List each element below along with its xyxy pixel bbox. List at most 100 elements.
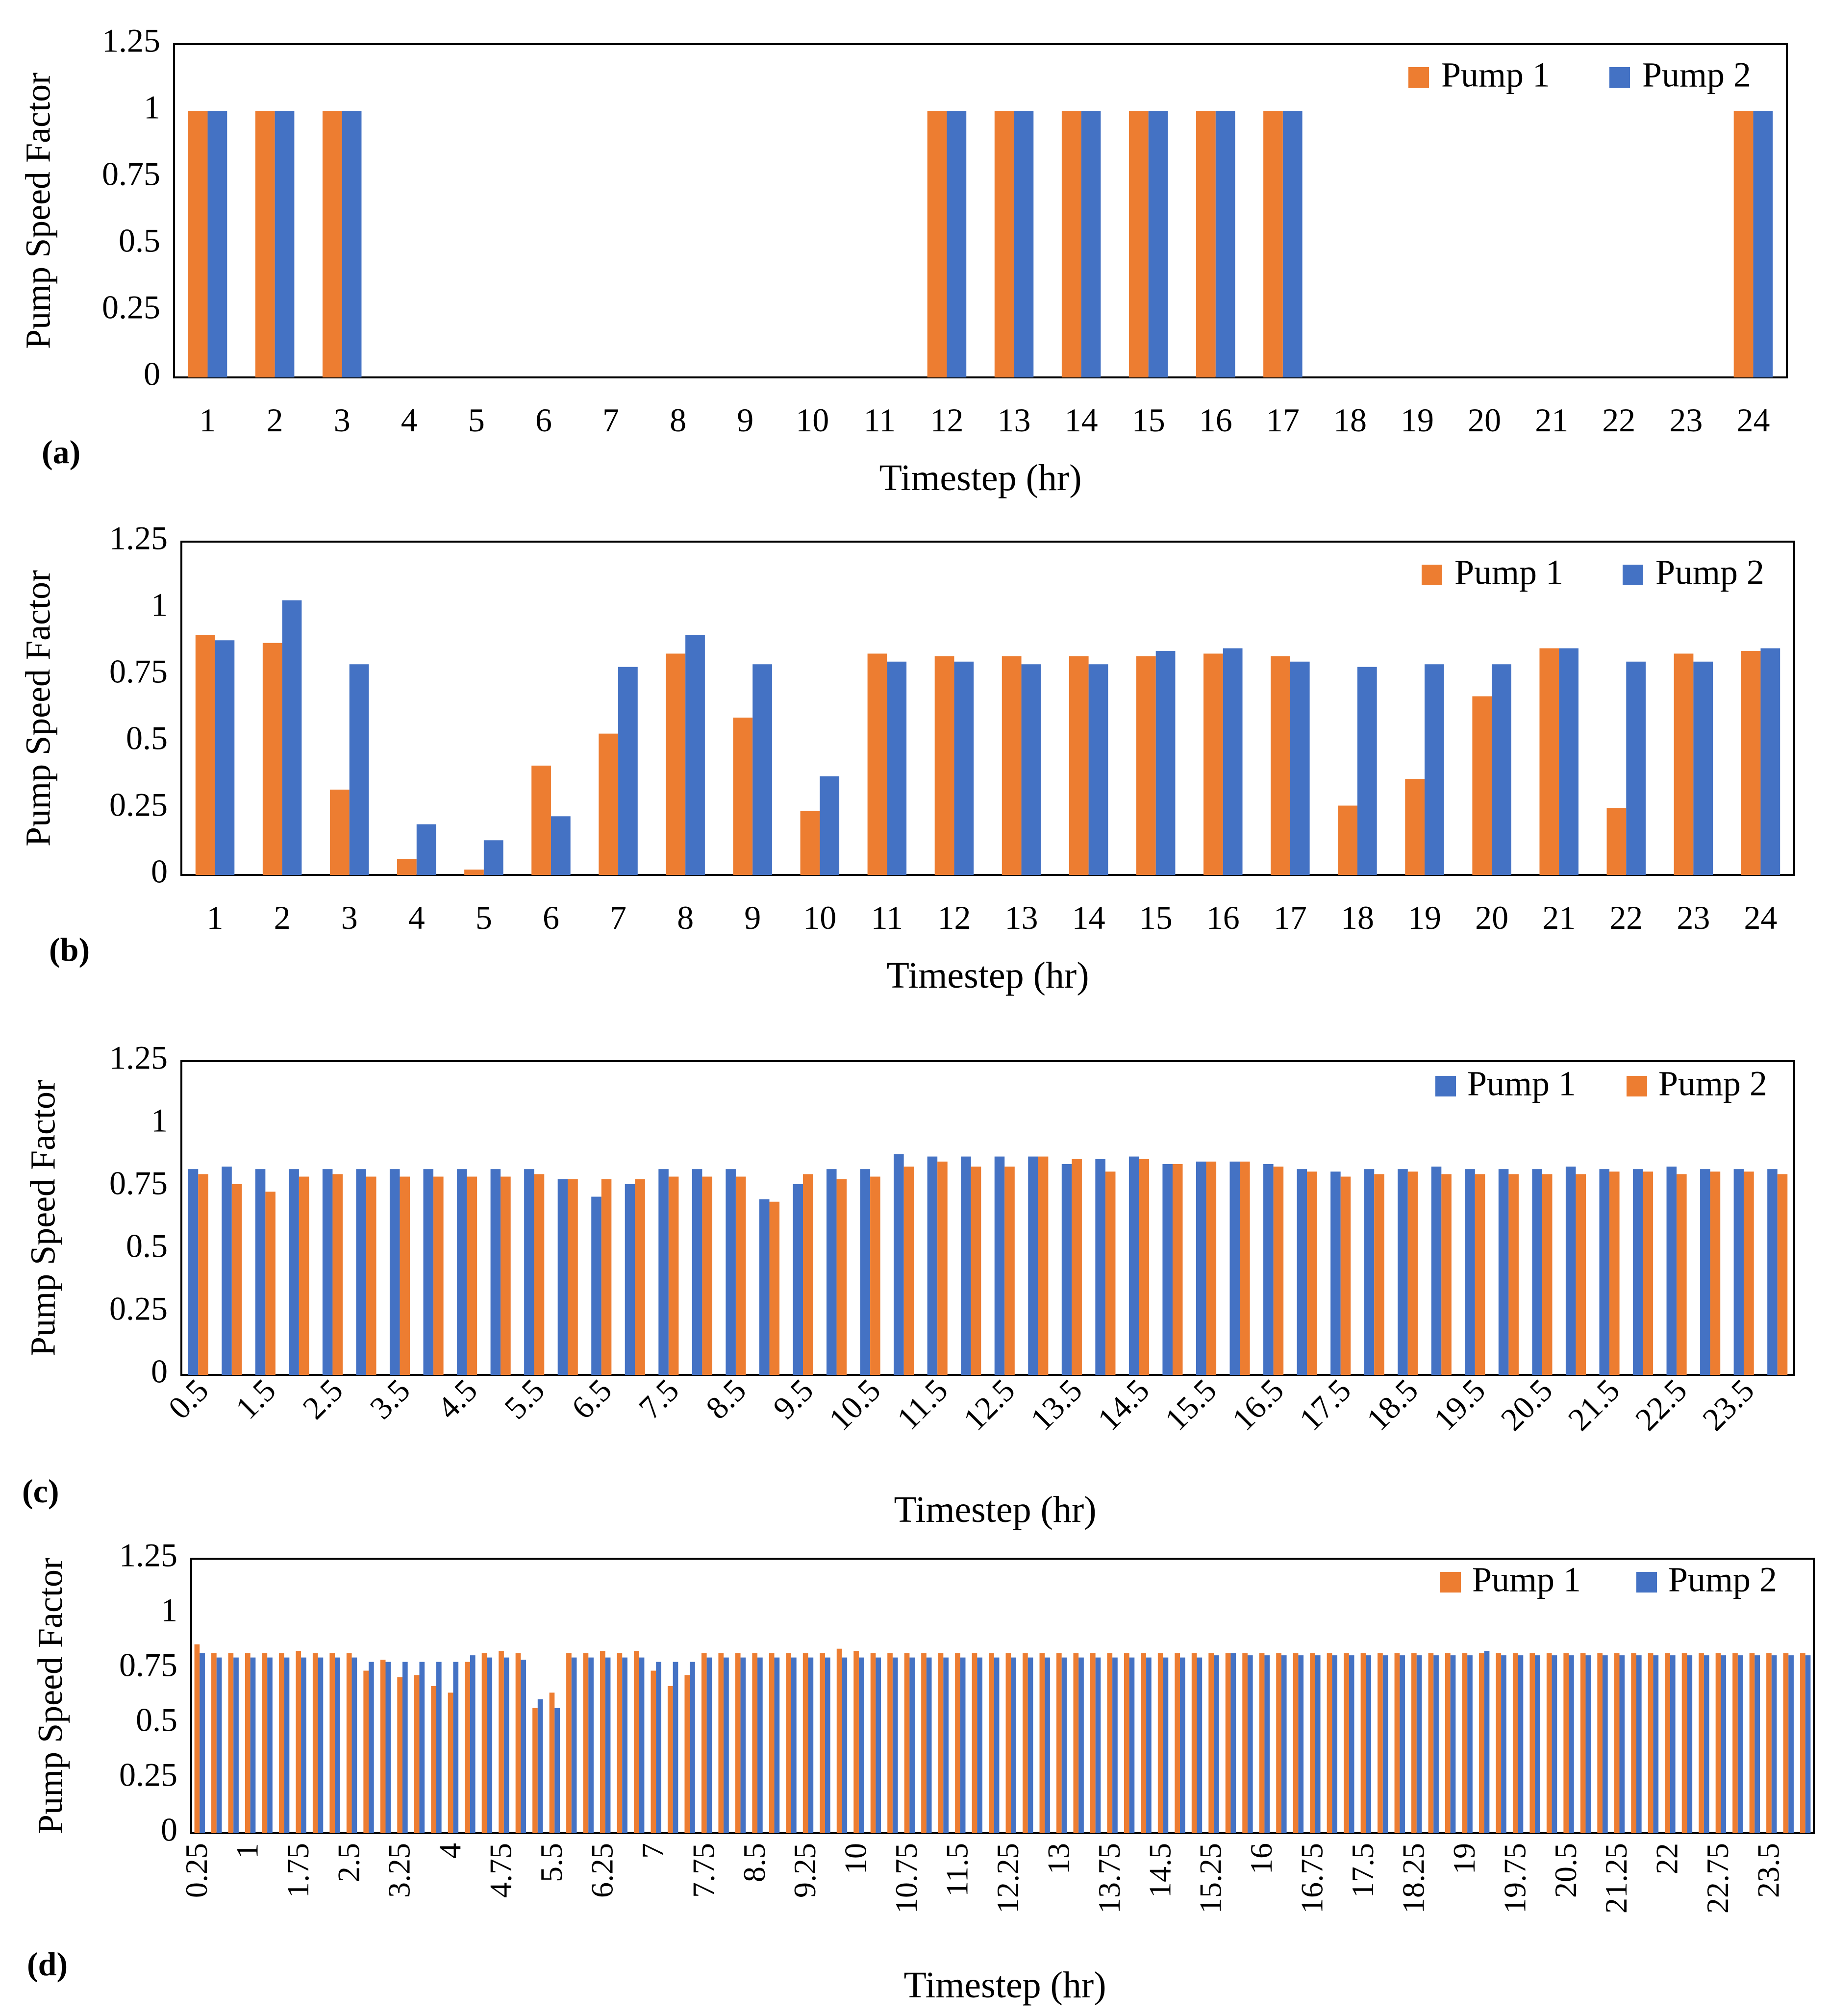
bar-pump-1-20.75: [1580, 1653, 1586, 1833]
bar-pump-2-0.25: [200, 1653, 205, 1833]
bar-pump-2-13.75: [1112, 1657, 1118, 1833]
bar-pump-2-5.25: [537, 1699, 543, 1833]
bar-pump-2-12.5: [1004, 1167, 1015, 1375]
bar-pump-2-22.25: [1687, 1655, 1693, 1833]
bar-pump-2-19: [1467, 1655, 1473, 1833]
bar-pump-2-3: [366, 1176, 376, 1375]
bar-pump-2-11.5: [960, 1657, 966, 1833]
bar-pump-2-14: [1129, 1657, 1135, 1833]
bar-pump-1-5: [515, 1653, 521, 1833]
x-tick-label: 6: [543, 899, 559, 936]
x-tick-label: 8: [677, 899, 694, 936]
plot-frame: [173, 43, 1788, 378]
legend-swatch-pump-2: [1627, 1076, 1647, 1096]
bar-pump-1-5.5: [524, 1169, 534, 1375]
bar-pump-2-19.5: [1475, 1174, 1485, 1375]
bar-pump-1-4: [423, 1169, 434, 1375]
x-tick-label: 9: [744, 899, 761, 936]
y-tick-labels: 0 0.25 0.5 0.75 1 1.25: [109, 520, 168, 890]
x-tick-label: 17: [1274, 899, 1307, 936]
x-tick-label: 15: [1139, 899, 1173, 936]
y-tick-label: 1: [151, 586, 168, 623]
bar-pump-2-7: [618, 667, 638, 875]
x-tick-label: 23: [1677, 899, 1710, 936]
plot-frame: [180, 1060, 1795, 1376]
bar-pump-2-21.5: [1636, 1655, 1642, 1833]
bar-pump-2-3: [349, 664, 369, 875]
y-tick-label: 1.25: [109, 1039, 168, 1076]
bar-pump-2-7: [635, 1179, 645, 1375]
legend: Pump 1 Pump 2: [1408, 55, 1751, 95]
bar-pump-2-17.75: [1382, 1655, 1388, 1833]
bar-pump-1-17: [1297, 1169, 1307, 1375]
y-tick-labels: 0 0.25 0.5 0.75 1 1.25: [102, 22, 160, 393]
y-tick-label: 0: [151, 1353, 168, 1390]
bar-pump-1-6.5: [617, 1653, 623, 1833]
bar-pump-1-4.5: [457, 1169, 467, 1375]
bar-pump-1-17.25: [1344, 1653, 1349, 1833]
bar-pump-1-9.5: [793, 1184, 803, 1375]
bar-pump-2-21.75: [1653, 1655, 1659, 1833]
bar-pump-2-1: [250, 1657, 256, 1833]
bar-pump-1-18: [1338, 805, 1357, 875]
bar-pump-2-8: [724, 1657, 729, 1833]
panel-label: (c): [22, 1472, 59, 1510]
bar-pump-1-14.5: [1157, 1653, 1163, 1833]
bar-pump-2-14: [1081, 111, 1101, 377]
bar-pump-2-3.75: [436, 1662, 442, 1833]
x-tick-labels: 0.25 1 1.75 2.5 3.25 4 4.75 5.5 6.25 7 7.75 8.5 9.25…: [179, 1843, 1786, 1914]
bar-pump-1-4: [397, 859, 417, 875]
y-tick-labels: 0 0.25 0.5 0.75 1 1.25: [109, 1039, 168, 1390]
bar-pump-1-6: [557, 1179, 568, 1375]
bar-pump-2-16: [1240, 1161, 1250, 1375]
bar-pump-2-20.75: [1585, 1655, 1591, 1833]
legend: Pump 1 Pump 2: [1435, 1064, 1767, 1103]
bar-pump-1-3: [380, 1660, 386, 1833]
bar-pump-1-8: [666, 653, 686, 875]
bar-pump-1-8.25: [735, 1653, 741, 1833]
x-tick-label: 1: [207, 899, 224, 936]
bar-pump-2-6.25: [605, 1657, 611, 1833]
y-tick-label: 1: [151, 1102, 168, 1139]
bar-pump-1-14.5: [1128, 1156, 1139, 1375]
bar-pump-1-15.5: [1225, 1653, 1231, 1833]
bar-pump-2-18: [1374, 1174, 1384, 1375]
bar-pump-2-2.5: [351, 1657, 357, 1833]
bar-pump-1-4: [448, 1692, 453, 1833]
bar-pump-2-16.5: [1273, 1167, 1284, 1375]
bar-pump-1-6.25: [600, 1651, 605, 1833]
legend-label-pump-2: Pump 2: [1668, 1560, 1777, 1599]
y-tick-labels: 0 0.25 0.5 0.75 1 1.25: [119, 1537, 177, 1848]
bar-group: [195, 600, 1780, 875]
bar-pump-2-11.5: [937, 1161, 948, 1375]
bar-pump-2-19.25: [1484, 1651, 1490, 1833]
x-tick-label: 3.25: [382, 1843, 417, 1898]
bar-pump-2-10.25: [876, 1657, 881, 1833]
x-tick-label: 7: [610, 899, 626, 936]
bar-pump-2-17.5: [1340, 1176, 1351, 1375]
bar-pump-2-23.75: [1788, 1655, 1794, 1833]
bar-pump-1-18.5: [1398, 1169, 1408, 1375]
bar-pump-2-23.5: [1744, 1171, 1754, 1375]
x-axis-label: Timestep (hr): [879, 457, 1081, 498]
bar-pump-2-4: [416, 824, 436, 875]
bar-pump-2-1: [215, 640, 235, 875]
bar-pump-2-2.5: [332, 1174, 343, 1375]
x-tick-label: 4: [401, 401, 418, 439]
bar-pump-2-16.5: [1298, 1655, 1304, 1833]
plot-frame: [180, 541, 1795, 876]
bar-pump-1-2: [262, 643, 282, 875]
bar-pump-2-15: [1155, 651, 1176, 875]
bar-pump-1-12: [989, 1653, 994, 1833]
x-tick-label: 14.5: [1142, 1843, 1177, 1898]
bar-pump-1-20.5: [1563, 1653, 1569, 1833]
bar-pump-1-3.5: [389, 1169, 400, 1375]
bar-pump-2-10: [820, 776, 840, 875]
bar-pump-2-18.75: [1450, 1655, 1456, 1833]
legend-label-pump-1: Pump 1: [1467, 1064, 1576, 1103]
x-tick-label: 17: [1266, 401, 1300, 439]
bar-pump-1-15: [1136, 656, 1156, 875]
bar-pump-1-3: [329, 789, 350, 875]
